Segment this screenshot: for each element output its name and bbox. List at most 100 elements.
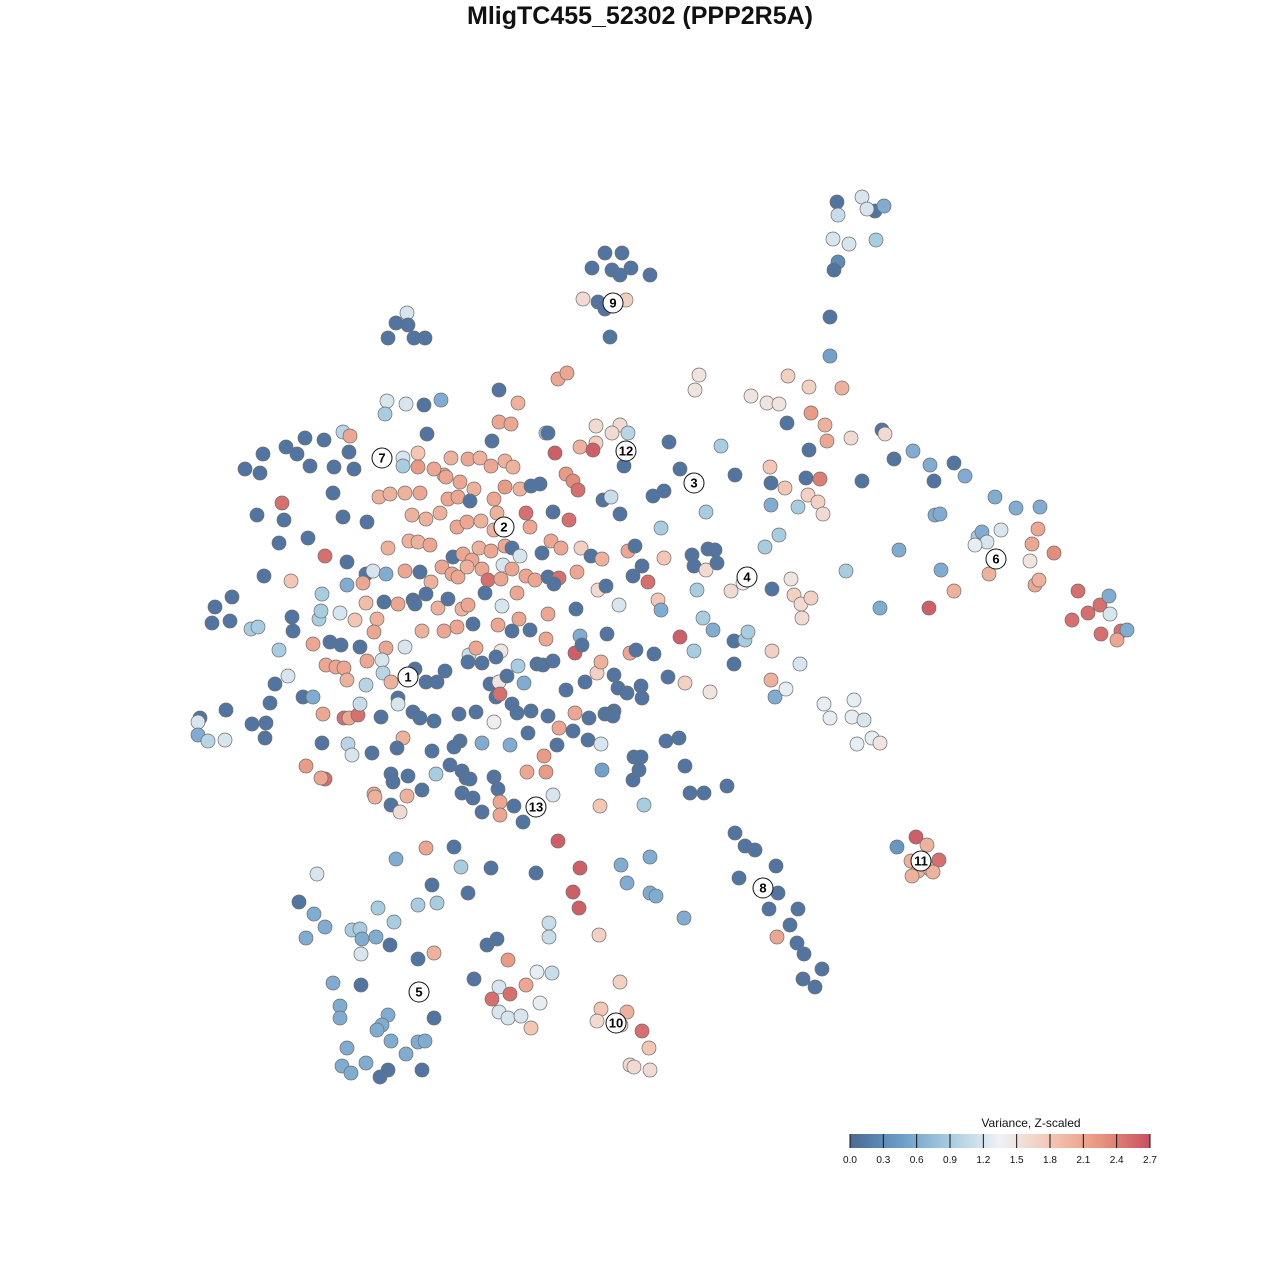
data-point xyxy=(509,585,525,601)
data-point xyxy=(429,674,445,690)
data-point xyxy=(516,675,532,691)
data-point xyxy=(987,489,1003,505)
cluster-label-11: 11 xyxy=(910,850,932,872)
cluster-label-text: 11 xyxy=(914,854,928,869)
data-point xyxy=(698,562,714,578)
data-point xyxy=(511,611,527,627)
data-point xyxy=(561,512,577,528)
data-point xyxy=(492,686,508,702)
data-point xyxy=(817,417,833,433)
data-point xyxy=(830,207,846,223)
data-point xyxy=(353,977,369,993)
data-point xyxy=(491,979,507,995)
cluster-label-text: 2 xyxy=(500,520,507,535)
data-point xyxy=(946,583,962,599)
data-point xyxy=(801,379,817,395)
data-point xyxy=(389,740,405,756)
data-point xyxy=(574,637,590,653)
data-point xyxy=(397,639,413,655)
data-point xyxy=(1008,500,1024,516)
data-point xyxy=(491,414,507,430)
data-point xyxy=(606,667,622,683)
data-point xyxy=(656,483,672,499)
data-point xyxy=(682,785,698,801)
data-point xyxy=(642,1062,658,1078)
data-point xyxy=(342,428,358,444)
chart-title: MligTC455_52302 (PPP2R5A) xyxy=(467,2,813,30)
data-point xyxy=(619,1004,635,1020)
data-point xyxy=(252,465,268,481)
data-point xyxy=(1031,572,1047,588)
data-point xyxy=(713,438,729,454)
data-point xyxy=(459,559,475,575)
data-point xyxy=(672,461,688,477)
data-point xyxy=(698,504,714,520)
data-point xyxy=(687,382,703,398)
cluster-label-circle xyxy=(683,472,705,494)
cluster-label-text: 8 xyxy=(759,881,766,896)
data-point xyxy=(702,684,718,700)
data-point xyxy=(358,1055,374,1071)
data-point xyxy=(378,566,394,582)
data-point xyxy=(795,971,811,987)
data-point xyxy=(333,637,349,653)
data-point xyxy=(255,446,271,462)
data-point xyxy=(653,520,669,536)
data-point xyxy=(477,585,493,601)
cluster-label-circle xyxy=(602,292,624,314)
data-point xyxy=(426,461,442,477)
data-point xyxy=(588,418,604,434)
data-point xyxy=(872,600,888,616)
data-point xyxy=(222,613,238,629)
data-point xyxy=(429,895,445,911)
data-point xyxy=(474,735,490,751)
cluster-label-3: 3 xyxy=(683,472,705,494)
data-point xyxy=(278,439,294,455)
data-point xyxy=(593,654,609,670)
data-point xyxy=(316,432,332,448)
data-point xyxy=(672,629,688,645)
cluster-label-circle xyxy=(736,566,758,588)
data-point xyxy=(769,929,785,945)
data-point xyxy=(790,499,806,515)
data-point xyxy=(822,309,838,325)
data-point xyxy=(291,894,307,910)
data-point xyxy=(451,706,467,722)
data-point xyxy=(603,489,619,505)
data-point xyxy=(568,601,584,617)
data-point xyxy=(414,623,430,639)
data-point xyxy=(368,929,384,945)
data-point xyxy=(422,537,438,553)
data-point xyxy=(483,458,499,474)
data-point xyxy=(527,572,543,588)
data-point xyxy=(503,416,519,432)
data-point xyxy=(504,561,520,577)
data-point xyxy=(397,563,413,579)
data-point xyxy=(541,915,557,931)
data-point xyxy=(315,706,331,722)
data-point xyxy=(377,406,393,422)
data-point xyxy=(523,1020,539,1036)
data-point xyxy=(460,597,476,613)
data-point xyxy=(812,471,828,487)
data-point xyxy=(317,548,333,564)
data-point xyxy=(385,774,401,790)
data-point xyxy=(925,864,941,880)
data-point xyxy=(790,901,806,917)
data-point xyxy=(489,931,505,947)
data-point xyxy=(520,725,536,741)
data-point xyxy=(594,551,610,567)
data-point xyxy=(798,470,814,486)
cluster-label-circle xyxy=(985,548,1007,570)
data-point xyxy=(309,866,325,882)
data-point xyxy=(395,458,411,474)
cluster-label-circle xyxy=(493,516,515,538)
cluster-label-circle xyxy=(525,796,547,818)
data-point xyxy=(326,459,342,475)
data-point xyxy=(410,459,426,475)
data-point xyxy=(502,986,518,1002)
data-point xyxy=(497,479,513,495)
data-point xyxy=(803,590,819,606)
data-point xyxy=(567,705,583,721)
data-point xyxy=(640,574,656,590)
